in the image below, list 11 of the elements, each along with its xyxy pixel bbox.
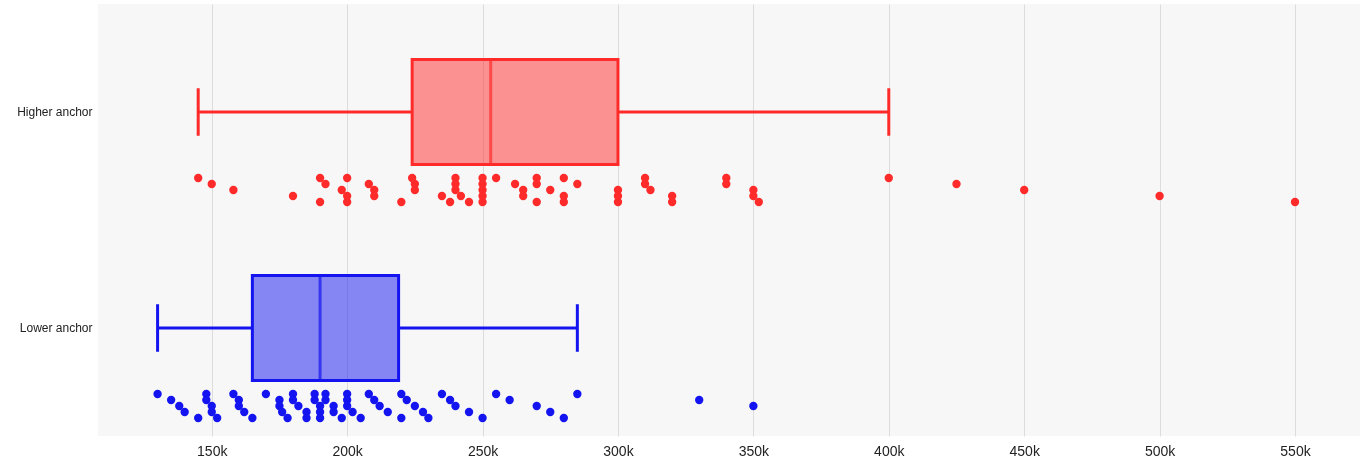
y-tick-label: Higher anchor — [17, 105, 93, 119]
x-tick-label: 350k — [738, 442, 771, 459]
x-tick-label: 500k — [1144, 442, 1177, 459]
x-tick-label: 200k — [332, 442, 364, 459]
x-tick-label: 550k — [1280, 442, 1312, 459]
y-tick-label: Lower anchor — [19, 321, 93, 335]
x-tick-label: 250k — [467, 442, 500, 459]
x-tick-label: 400k — [874, 442, 906, 459]
x-tick-label: 450k — [1009, 442, 1041, 459]
x-tick-label: 150k — [197, 442, 229, 459]
x-tick-label: 300k — [603, 442, 635, 459]
